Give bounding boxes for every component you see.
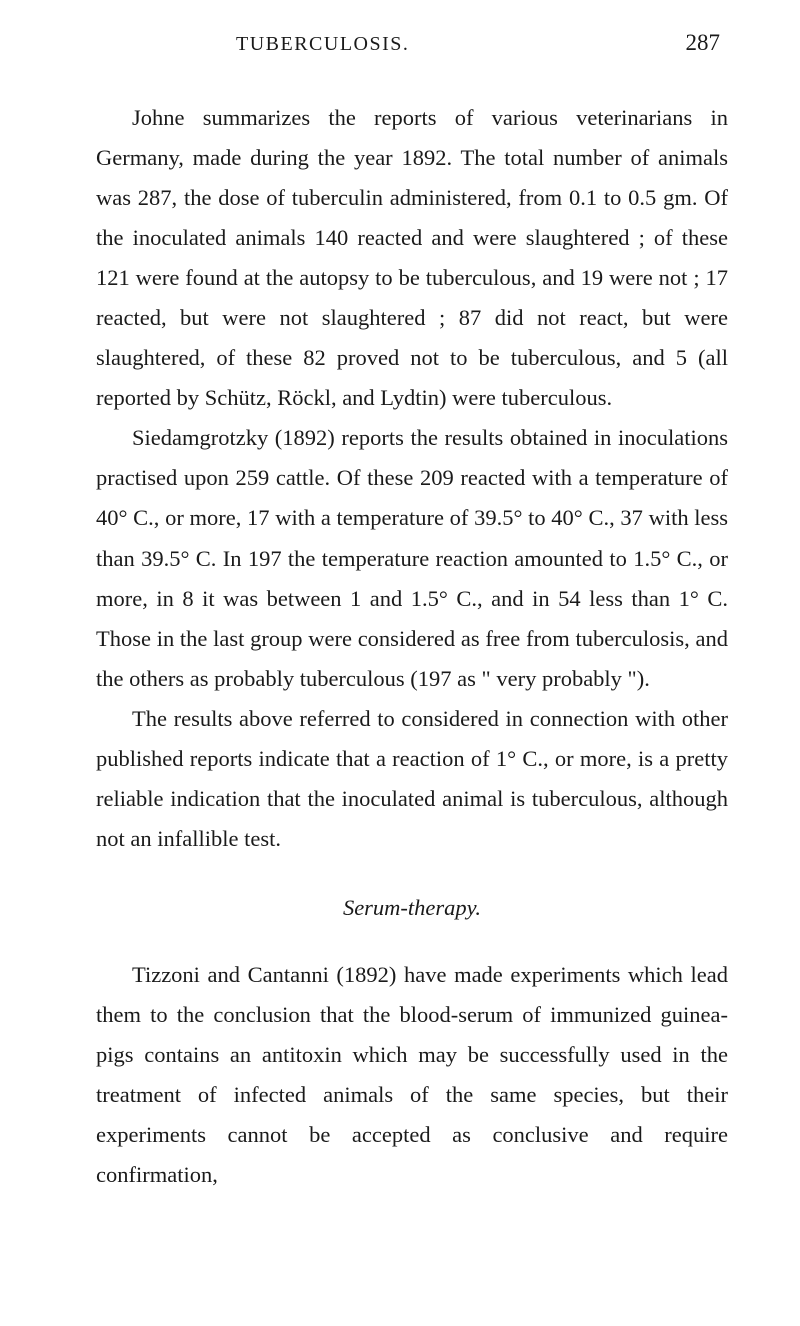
- page-number: 287: [686, 30, 721, 56]
- paragraph-1: Johne summarizes the reports of various …: [96, 98, 728, 418]
- section-title-serum-therapy: Serum-therapy.: [96, 895, 728, 921]
- page-header: TUBERCULOSIS. 287: [96, 30, 728, 56]
- body-text: Johne summarizes the reports of various …: [96, 98, 728, 1195]
- page-container: TUBERCULOSIS. 287 Johne summarizes the r…: [0, 0, 800, 1235]
- paragraph-3: The results above referred to considered…: [96, 699, 728, 859]
- paragraph-4: Tizzoni and Cantanni (1892) have made ex…: [96, 955, 728, 1195]
- running-head: TUBERCULOSIS.: [236, 33, 409, 56]
- paragraph-2: Siedamgrotzky (1892) reports the results…: [96, 418, 728, 698]
